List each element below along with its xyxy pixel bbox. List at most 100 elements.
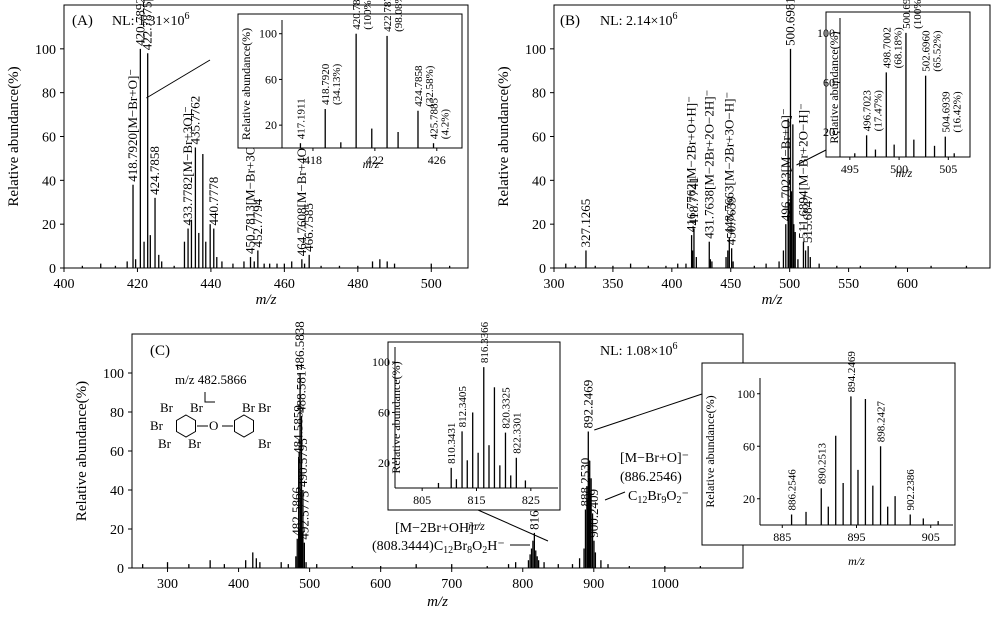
x-tick-label: 500 bbox=[299, 577, 320, 592]
y-tick-label: 80 bbox=[110, 406, 124, 421]
peak-annotation: [M−Br+3O]⁻ bbox=[180, 106, 195, 177]
nl-exponent: 6 bbox=[184, 11, 189, 22]
ion-mz-2: (886.2546) bbox=[620, 470, 682, 485]
inset-x-tick-label: 885 bbox=[773, 530, 791, 544]
y-tick-label: 60 bbox=[110, 445, 124, 460]
x-tick-label: 450 bbox=[720, 277, 741, 292]
inset-peak-label: 812.3405 bbox=[457, 386, 469, 428]
peak-label: 450.7639 bbox=[724, 197, 739, 246]
y-tick-label: 40 bbox=[532, 174, 546, 189]
inset-peak-label: 417.1911 bbox=[295, 98, 307, 139]
peak-label: 418.7920[M−Br+O]⁻ bbox=[125, 69, 140, 182]
structure-atom: Br bbox=[258, 436, 272, 451]
inset-peak-label: 425.7885 bbox=[429, 97, 441, 139]
panel-a: 400 420 440 460 480 500 0 20 40 60 80 100 m/z Relativ… bbox=[6, 0, 469, 308]
ion-formula-part: ⁻ bbox=[681, 489, 688, 504]
nl-label: NL: 1.31×106 bbox=[112, 11, 189, 29]
x-tick-label: 700 bbox=[441, 577, 462, 592]
inset-y-tick-label: 20 bbox=[378, 456, 390, 470]
x-tick-label: 1000 bbox=[651, 577, 679, 592]
x-axis-label: m/z bbox=[762, 292, 783, 308]
inset-peak-percent: (100%) bbox=[362, 0, 374, 30]
inset-pointer-line bbox=[146, 59, 211, 99]
ion-formula-part: 2 bbox=[482, 545, 487, 556]
peak-label: 431.7638[M−2Br+2O−2H]⁻ bbox=[701, 90, 716, 239]
ion-formula-1: (808.3444)C12Br8O2H⁻ bbox=[372, 539, 505, 556]
peak-label: 416.7762[M−2Br+O+H]⁻ bbox=[684, 96, 699, 232]
inset-y-tick-label: 60 bbox=[823, 76, 835, 90]
x-tick-label: 460 bbox=[274, 277, 295, 292]
peak-annotation: [M−2Br+3O−H]⁻ bbox=[721, 92, 736, 186]
inset-x-tick-label: 495 bbox=[841, 162, 859, 176]
peak-label: 422.7875[M−Br+2O−H]⁻ bbox=[140, 0, 155, 50]
inset-peak-percent: (100%) bbox=[912, 0, 924, 29]
structure-atom: Br bbox=[188, 436, 202, 451]
y-tick-label: 0 bbox=[539, 262, 546, 277]
y-tick-label: 20 bbox=[110, 523, 124, 538]
inset-frame bbox=[387, 341, 561, 511]
y-tick-label: 40 bbox=[110, 484, 124, 499]
y-tick-label: 100 bbox=[525, 43, 546, 58]
inset-pointer-line bbox=[594, 393, 703, 431]
peak-label: 450.7813[M−Br+3O]⁻ bbox=[243, 135, 258, 254]
inset-y-tick-label: 20 bbox=[743, 492, 755, 506]
nl-label: NL: 2.14×106 bbox=[600, 11, 677, 29]
y-tick-label: 20 bbox=[42, 218, 56, 233]
benzene-ring-left bbox=[176, 414, 196, 438]
nl-label: NL: 1.08×106 bbox=[600, 341, 677, 359]
peak-label: 440.7778 bbox=[206, 177, 221, 226]
inset-y-tick-label: 60 bbox=[743, 439, 755, 453]
x-tick-label: 420 bbox=[127, 277, 148, 292]
ion-annotation-1: [M−2Br+OH]⁻ bbox=[395, 521, 481, 536]
structure-mz-label: m/z 482.5866 bbox=[175, 372, 247, 387]
inset-y-tick-label: 60 bbox=[265, 72, 277, 86]
inset-y-axis-label: Relative abundance(%) bbox=[827, 31, 841, 143]
peak-label: 484.5859 bbox=[291, 405, 306, 454]
inset-y-tick-label: 100 bbox=[259, 27, 277, 41]
inset-frame bbox=[825, 11, 971, 158]
inset-y-axis-label: Relative abundance(%) bbox=[703, 395, 717, 507]
x-tick-label: 300 bbox=[157, 577, 178, 592]
ion-formula-2: C12Br9O2⁻ bbox=[628, 489, 689, 506]
inset-peak-label: 810.3431 bbox=[446, 423, 458, 464]
x-tick-label: 400 bbox=[661, 277, 682, 292]
inset-peak-label: 420.7892 bbox=[351, 0, 363, 30]
inset-y-tick-label: 60 bbox=[378, 405, 390, 419]
panel-c: 300 400 500 600 700 800 900 1000 0 20 40 60 80 100 m/z… bbox=[74, 321, 956, 610]
peak-label: 500.6981 bbox=[782, 0, 797, 46]
inset-y-axis-label: Relative abundance(%) bbox=[389, 361, 403, 473]
peak-annotation: [M−Br+3O]⁻ bbox=[243, 135, 258, 206]
x-tick-label: 600 bbox=[897, 277, 918, 292]
y-tick-label: 40 bbox=[42, 174, 56, 189]
panel-label: (C) bbox=[150, 343, 170, 359]
peak-label: 327.1265 bbox=[578, 199, 593, 248]
x-tick-label: 800 bbox=[512, 577, 533, 592]
inset-pointer-line bbox=[477, 509, 549, 542]
inset-peak-label: 502.6960 bbox=[921, 30, 933, 72]
nl-exponent: 6 bbox=[672, 341, 677, 352]
structure-atom: O bbox=[209, 418, 218, 433]
peak-label: 892.2469 bbox=[580, 380, 595, 429]
inset-peak-percent: (17.47%) bbox=[873, 90, 885, 132]
y-tick-label: 0 bbox=[117, 562, 124, 577]
inset-peak-label: 902.2386 bbox=[905, 469, 917, 511]
inset-peak-label: 500.6981 bbox=[901, 0, 913, 29]
inset-x-tick-label: 815 bbox=[468, 493, 486, 507]
inset-y-tick-label: 100 bbox=[737, 387, 755, 401]
inset-x-axis-label: m/z bbox=[363, 157, 380, 171]
ion-formula-part: Br bbox=[647, 489, 661, 504]
inset-y-tick-label: 100 bbox=[817, 26, 835, 40]
inset-peak-label: 898.2427 bbox=[876, 401, 888, 443]
peak-label: 448.7663[M−2Br+3O−H]⁻ bbox=[721, 92, 736, 235]
inset-peak-percent: (4.2%) bbox=[440, 109, 452, 140]
panel-label: (A) bbox=[72, 13, 93, 29]
ion-arrow-2 bbox=[604, 491, 626, 501]
x-tick-label: 440 bbox=[200, 277, 221, 292]
inset-peak-label: 496.7023 bbox=[862, 90, 874, 132]
structure-atom: Br bbox=[190, 400, 204, 415]
peak-annotation: [M−Br+2O−H]⁻ bbox=[795, 103, 810, 190]
inset-peak-percent: (68.18%) bbox=[892, 27, 904, 69]
ion-formula-part: 12 bbox=[443, 545, 453, 556]
